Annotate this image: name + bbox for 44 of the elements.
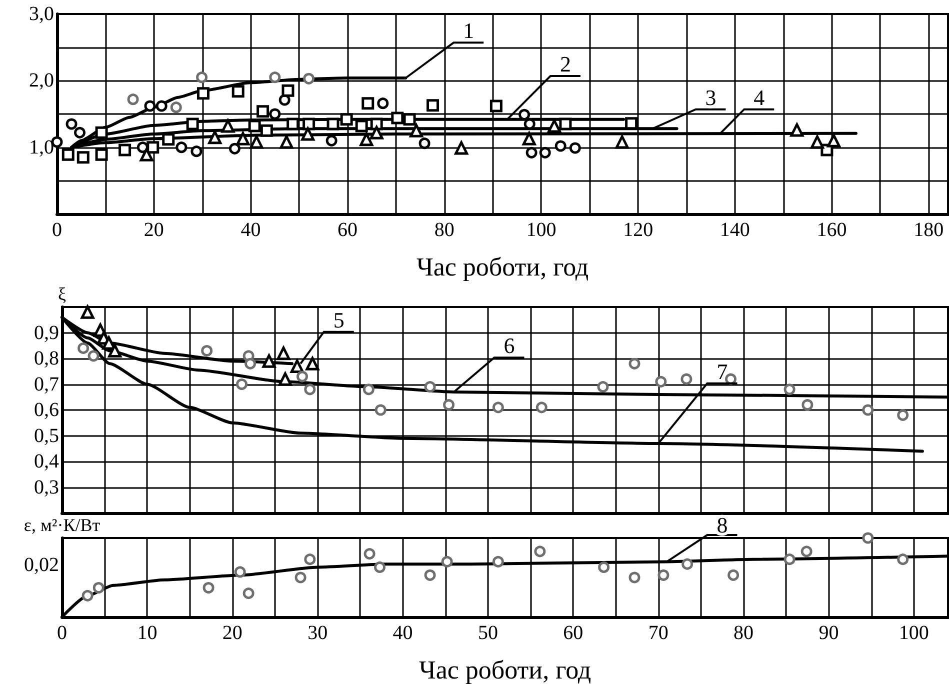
y-tick-label: 0,8 [34, 348, 59, 370]
y-tick-label: 0,4 [34, 450, 59, 472]
x-tick-label: 180 [914, 219, 944, 241]
x-tick-label: 50 [478, 622, 498, 644]
y-tick-label: 0,3 [34, 476, 59, 498]
x-tick-label: 80 [434, 219, 454, 241]
x-tick-label: 60 [338, 219, 358, 241]
annotation: 1 [463, 18, 474, 44]
x-tick-label: 90 [818, 622, 839, 644]
x-tick-label: 0 [52, 219, 62, 241]
x-tick-label: 40 [240, 219, 261, 241]
x-axis-title: Час роботи, год [418, 656, 592, 684]
x-tick-label: 160 [816, 219, 847, 241]
x-tick-label: 70 [648, 622, 668, 644]
y-axis-title: ε, м²·К/Вт [24, 515, 100, 535]
x-tick-label: 140 [720, 219, 750, 241]
y-tick-label: 0,6 [34, 399, 59, 421]
y-tick-label: 0,5 [34, 424, 59, 447]
y-tick-label: 0,9 [34, 322, 59, 344]
x-tick-label: 100 [898, 622, 929, 644]
annotation: 3 [705, 84, 716, 110]
x-tick-label: 100 [526, 219, 556, 241]
x-axis-title: Час роботи, год [416, 252, 589, 282]
x-tick-label: 30 [308, 622, 328, 644]
y-tick-label: 0,7 [34, 373, 59, 396]
x-tick-label: 20 [144, 219, 164, 241]
text: 0,02 [24, 554, 59, 576]
x-tick-label: 0 [57, 622, 67, 644]
x-tick-label: 120 [623, 219, 654, 241]
annotation: 2 [560, 52, 571, 76]
x-tick-label: 10 [137, 622, 158, 644]
annotation: 8 [716, 512, 728, 538]
annotation: 7 [716, 358, 728, 384]
x-tick-label: 80 [734, 622, 754, 644]
y-tick-label: 1,0 [29, 136, 54, 158]
y-tick-label: 3,0 [29, 3, 54, 25]
x-tick-label: 20 [222, 622, 242, 644]
x-tick-label: 60 [563, 622, 584, 644]
annotation: 4 [754, 84, 765, 110]
y-axis-title: ξ [58, 284, 66, 304]
annotation: 5 [333, 307, 344, 332]
y-tick-label: 2,0 [29, 70, 54, 92]
annotation: 6 [504, 333, 515, 358]
x-tick-label: 40 [392, 622, 413, 644]
